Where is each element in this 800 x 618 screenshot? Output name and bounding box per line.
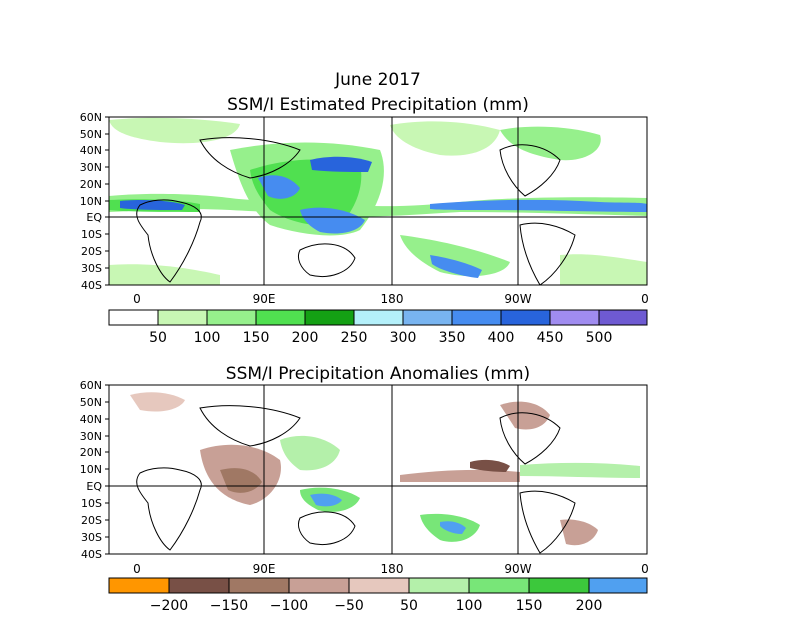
colorbar-swatch [353, 309, 404, 326]
colorbar-swatch [157, 309, 208, 326]
lon-label: 90E [253, 562, 276, 576]
lat-label: 20S [81, 245, 102, 258]
lon-label: 0 [641, 292, 649, 306]
colorbar-swatch [549, 309, 600, 326]
lat-label: 30S [81, 262, 102, 275]
colorbar-swatch [500, 309, 551, 326]
colorbar-label: 50 [149, 330, 167, 346]
lat-label: 30N [80, 161, 102, 174]
coastlines [136, 137, 576, 285]
colorbar-label: 250 [341, 330, 368, 346]
lon-label: 0 [133, 292, 141, 306]
lat-label: 10N [80, 463, 102, 476]
lat-label: 40N [80, 413, 102, 426]
colorbar-swatch [108, 309, 159, 326]
colorbar-swatch [228, 577, 290, 594]
colorbar-label: −50 [334, 598, 364, 614]
panel-estimated-title: SSM/I Estimated Precipitation (mm) [227, 95, 529, 115]
colorbar-anomalies: −200 −150 −100 −50 50 100 150 200 [108, 577, 648, 614]
lat-label: EQ [86, 480, 102, 493]
colorbar-label: 450 [537, 330, 564, 346]
colorbar-swatch [168, 577, 230, 594]
lat-label: 40S [81, 279, 102, 292]
colorbar-label: 50 [400, 598, 418, 614]
lon-label: 180 [381, 562, 404, 576]
lat-label: 50N [80, 396, 102, 409]
figure-title: June 2017 [334, 70, 421, 90]
colorbar-swatch [108, 577, 170, 594]
panel-precipitation-anomalies: SSM/I Precipitation Anomalies (mm) [80, 364, 649, 614]
lat-label: 30N [80, 430, 102, 443]
colorbar-label: 100 [194, 330, 221, 346]
panel-anomalies-title: SSM/I Precipitation Anomalies (mm) [226, 364, 530, 384]
colorbar-label: 150 [516, 598, 543, 614]
colorbar-label: 350 [439, 330, 466, 346]
lon-labels: 0 90E 180 90W 0 [133, 562, 649, 576]
map-gridlines [109, 385, 647, 554]
colorbar-swatch [408, 577, 470, 594]
lat-label: 20N [80, 446, 102, 459]
lon-labels: 0 90E 180 90W 0 [133, 292, 649, 306]
colorbar-label: 200 [292, 330, 319, 346]
lat-label: 10S [81, 497, 102, 510]
colorbar-estimated: 50 100 150 200 250 300 350 400 450 500 [108, 309, 648, 346]
panel-estimated-precipitation: SSM/I Estimated Precipitation (mm) [80, 95, 649, 346]
lat-labels: 60N 50N 40N 30N 20N 10N EQ 10S 20S 30S 4… [80, 379, 103, 561]
colorbar-swatch [451, 309, 502, 326]
lat-label: 50N [80, 128, 102, 141]
lat-label: 20S [81, 514, 102, 527]
colorbar-swatch [598, 309, 648, 326]
colorbar-swatch [348, 577, 410, 594]
coastlines [136, 405, 576, 554]
lon-label: 90E [253, 292, 276, 306]
map-gridlines [109, 117, 647, 285]
lat-labels: 60N 50N 40N 30N 20N 10N EQ 10S 20S 30S 4… [80, 111, 103, 292]
colorbar-swatch [304, 309, 355, 326]
colorbar-label: 500 [586, 330, 613, 346]
colorbar-label: 200 [576, 598, 603, 614]
colorbar-swatch [402, 309, 453, 326]
lon-label: 180 [381, 292, 404, 306]
lon-label: 0 [133, 562, 141, 576]
lat-label: 10N [80, 195, 102, 208]
colorbar-label: −100 [270, 598, 308, 614]
lat-label: 40N [80, 144, 102, 157]
colorbar-swatch [288, 577, 350, 594]
lat-label: 40S [81, 548, 102, 561]
lon-label: 0 [641, 562, 649, 576]
lat-label: EQ [86, 211, 102, 224]
anomaly-field [130, 392, 640, 546]
lon-label: 90W [504, 562, 531, 576]
colorbar-swatch [206, 309, 257, 326]
lat-label: 30S [81, 531, 102, 544]
lat-label: 10S [81, 228, 102, 241]
colorbar-label: −150 [210, 598, 248, 614]
colorbar-label: 150 [243, 330, 270, 346]
lat-label: 20N [80, 178, 102, 191]
colorbar-label: −200 [150, 598, 188, 614]
colorbar-swatch [255, 309, 306, 326]
colorbar-swatch [588, 577, 648, 594]
colorbar-swatch [528, 577, 590, 594]
colorbar-swatch [468, 577, 530, 594]
colorbar-label: 300 [390, 330, 417, 346]
colorbar-label: 100 [456, 598, 483, 614]
precip-field [109, 117, 647, 285]
lat-label: 60N [80, 379, 102, 392]
lat-label: 60N [80, 111, 102, 124]
colorbar-label: 400 [488, 330, 515, 346]
lon-label: 90W [504, 292, 531, 306]
